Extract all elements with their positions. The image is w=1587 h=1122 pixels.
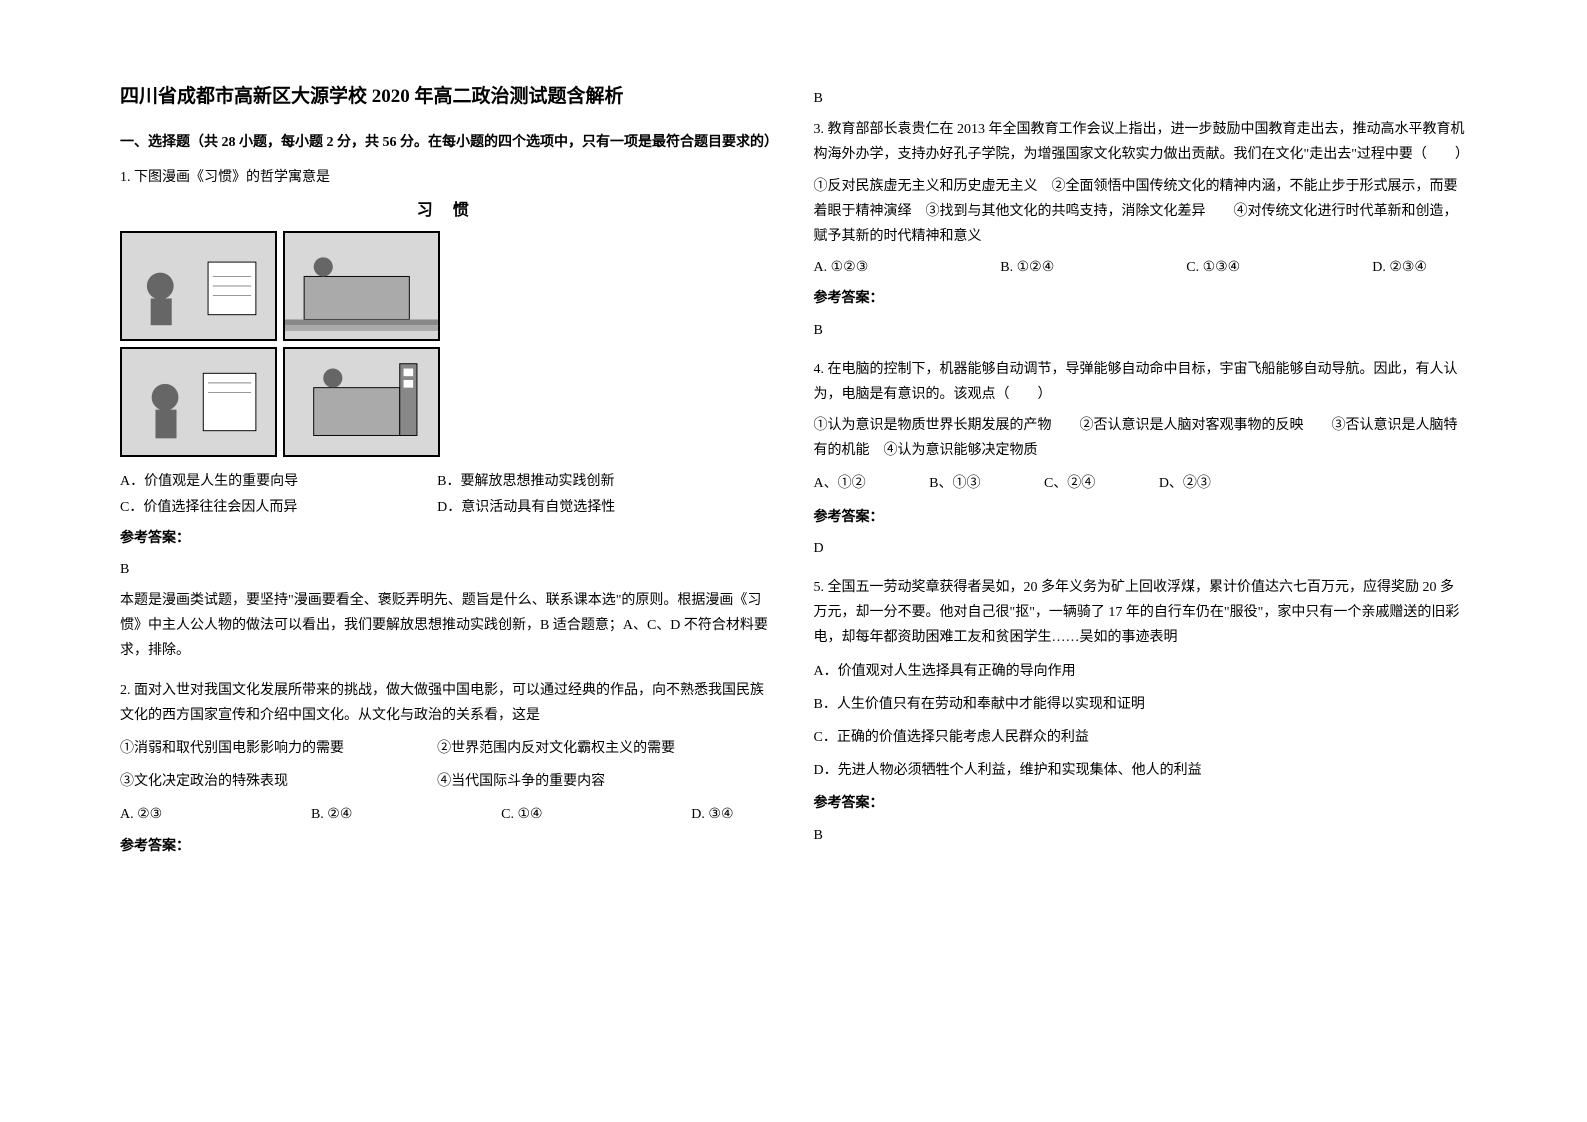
q1-opt-b: B．要解放思想推动实践创新 [437, 469, 751, 494]
q4-opt-a: A、①② [814, 476, 866, 491]
comic-panel-2 [283, 231, 440, 341]
q2-item-3: ③文化决定政治的特殊表现 [120, 769, 434, 794]
q1-answer: B [120, 557, 774, 582]
q1-comic-title: 习 惯 [120, 197, 774, 226]
left-column: 四川省成都市高新区大源学校 2020 年高二政治测试题含解析 一、选择题（共 2… [100, 80, 794, 1082]
q2-opt-d: D. ③④ [691, 802, 733, 827]
q4-answer-label: 参考答案： [814, 505, 1468, 530]
q2-answer: B [814, 86, 1468, 111]
q1-stem: 1. 下图漫画《习惯》的哲学寓意是 [120, 165, 774, 190]
q3-options: A. ①②③ B. ①②④ C. ①③④ D. ②③④ [814, 255, 1468, 280]
q4-items: ①认为意识是物质世界长期发展的产物 ②否认意识是人脑对客观事物的反映 ③否认意识… [814, 413, 1468, 463]
q5-opt-a: A．价值观对人生选择具有正确的导向作用 [814, 659, 1468, 684]
q2-items-row2: ③文化决定政治的特殊表现 ④当代国际斗争的重要内容 [120, 769, 774, 794]
q1-answer-label: 参考答案： [120, 526, 774, 551]
q1-options: A．价值观是人生的重要向导 B．要解放思想推动实践创新 C．价值选择往往会因人而… [120, 469, 774, 519]
comic-panel-1 [120, 231, 277, 341]
question-5: 5. 全国五一劳动奖章获得者吴如，20 多年义务为矿上回收浮煤，累计价值达六七百… [814, 575, 1468, 848]
q3-answer-label: 参考答案： [814, 286, 1468, 311]
q5-stem: 5. 全国五一劳动奖章获得者吴如，20 多年义务为矿上回收浮煤，累计价值达六七百… [814, 575, 1468, 651]
q2-item-2: ②世界范围内反对文化霸权主义的需要 [437, 736, 751, 761]
q4-stem: 4. 在电脑的控制下，机器能够自动调节，导弹能够自动命中目标，宇宙飞船能够自动导… [814, 357, 1468, 407]
q3-opt-b: B. ①②④ [1000, 255, 1054, 280]
q1-opt-c: C．价值选择往往会因人而异 [120, 495, 434, 520]
q2-stem: 2. 面对入世对我国文化发展所带来的挑战，做大做强中国电影，可以通过经典的作品，… [120, 678, 774, 728]
q5-opt-b: B．人生价值只有在劳动和奉献中才能得以实现和证明 [814, 692, 1468, 717]
q3-opt-d: D. ②③④ [1372, 255, 1427, 280]
q5-answer: B [814, 823, 1468, 848]
q5-opt-c: C．正确的价值选择只能考虑人民群众的利益 [814, 725, 1468, 750]
q1-opt-d: D．意识活动具有自觉选择性 [437, 495, 751, 520]
question-2: 2. 面对入世对我国文化发展所带来的挑战，做大做强中国电影，可以通过经典的作品，… [120, 678, 774, 859]
comic-panel-3 [120, 347, 277, 457]
q4-opt-b: B、①③ [929, 476, 980, 491]
q1-comic-grid [120, 231, 440, 457]
q2-item-4: ④当代国际斗争的重要内容 [437, 769, 751, 794]
q2-opt-c: C. ①④ [501, 802, 542, 827]
right-column: B 3. 教育部部长袁贵仁在 2013 年全国教育工作会议上指出，进一步鼓励中国… [794, 80, 1488, 1082]
q2-answer-label: 参考答案： [120, 834, 774, 859]
q4-opt-d: D、②③ [1159, 476, 1211, 491]
q1-opt-a: A．价值观是人生的重要向导 [120, 469, 434, 494]
q2-options: A. ②③ B. ②④ C. ①④ D. ③④ [120, 802, 774, 827]
question-1: 1. 下图漫画《习惯》的哲学寓意是 习 惯 [120, 165, 774, 663]
q1-explain: 本题是漫画类试题，要坚持"漫画要看全、褒贬弄明先、题旨是什么、联系课本选"的原则… [120, 588, 774, 664]
q5-answer-label: 参考答案： [814, 791, 1468, 816]
q3-items: ①反对民族虚无主义和历史虚无主义 ②全面领悟中国传统文化的精神内涵，不能止步于形… [814, 174, 1468, 250]
q4-answer: D [814, 536, 1468, 561]
question-3: 3. 教育部部长袁贵仁在 2013 年全国教育工作会议上指出，进一步鼓励中国教育… [814, 117, 1468, 343]
section-heading: 一、选择题（共 28 小题，每小题 2 分，共 56 分。在每小题的四个选项中，… [120, 130, 774, 155]
q2-opt-a: A. ②③ [120, 802, 162, 827]
q2-item-1: ①消弱和取代别国电影影响力的需要 [120, 736, 434, 761]
q2-items-row1: ①消弱和取代别国电影影响力的需要 ②世界范围内反对文化霸权主义的需要 [120, 736, 774, 761]
document-title: 四川省成都市高新区大源学校 2020 年高二政治测试题含解析 [120, 80, 774, 114]
q4-opt-c: C、②④ [1044, 476, 1095, 491]
question-4: 4. 在电脑的控制下，机器能够自动调节，导弹能够自动命中目标，宇宙飞船能够自动导… [814, 357, 1468, 561]
q3-opt-c: C. ①③④ [1186, 255, 1240, 280]
q4-options: A、①② B、①③ C、②④ D、②③ [814, 471, 1468, 496]
q3-opt-a: A. ①②③ [814, 255, 869, 280]
q3-stem: 3. 教育部部长袁贵仁在 2013 年全国教育工作会议上指出，进一步鼓励中国教育… [814, 117, 1468, 167]
comic-panel-4 [283, 347, 440, 457]
q5-opt-d: D．先进人物必须牺牲个人利益，维护和实现集体、他人的利益 [814, 758, 1468, 783]
q2-opt-b: B. ②④ [311, 802, 352, 827]
q3-answer: B [814, 318, 1468, 343]
